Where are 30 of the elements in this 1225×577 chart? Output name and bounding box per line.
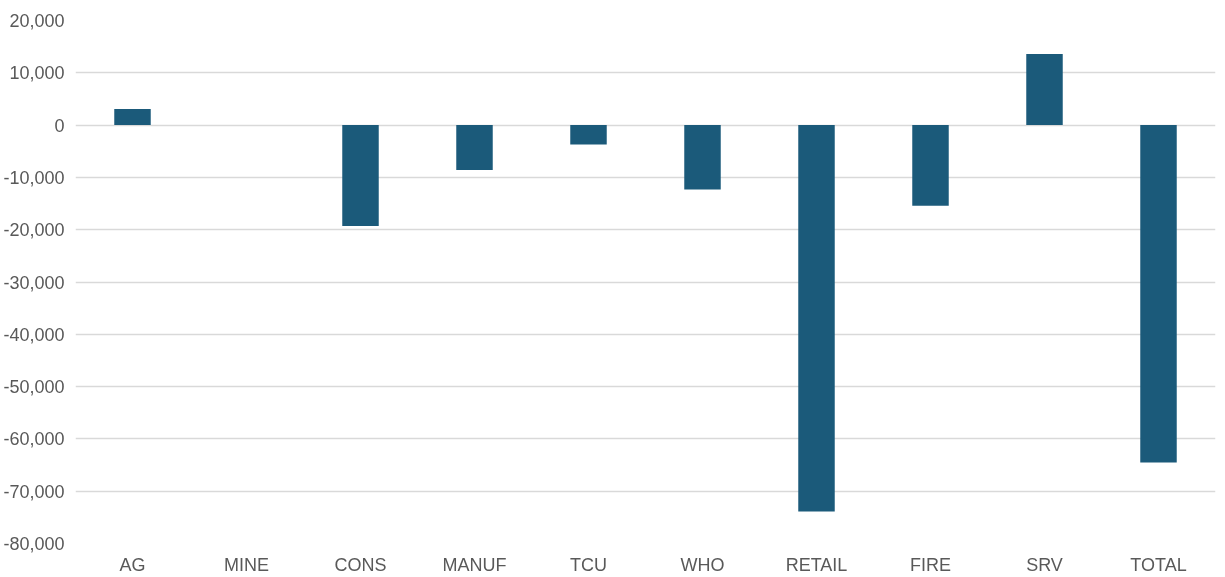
x-tick-label: SRV [1026, 554, 1063, 575]
y-tick-label: 10,000 [9, 63, 65, 84]
y-tick-label: -20,000 [3, 220, 65, 241]
y-tick-label: 20,000 [9, 11, 65, 31]
y-tick-label: -30,000 [3, 272, 65, 293]
x-tick-label: RETAIL [785, 554, 848, 575]
x-tick-label: FIRE [910, 554, 952, 575]
y-tick-label: -50,000 [3, 377, 65, 398]
bar [798, 125, 835, 512]
y-tick-label: -70,000 [3, 481, 65, 502]
y-tick-label: -10,000 [3, 167, 65, 188]
bar [570, 125, 607, 145]
bar [114, 108, 151, 126]
x-tick-label: CONS [334, 554, 387, 575]
bar [456, 125, 493, 171]
bar [1140, 125, 1177, 463]
y-tick-label: -60,000 [3, 429, 65, 450]
x-tick-label: MANUF [442, 554, 507, 575]
bar [912, 125, 949, 206]
x-tick-label: AG [119, 554, 146, 575]
bar [342, 125, 379, 227]
x-tick-label: TCU [570, 554, 607, 575]
x-tick-label: MINE [224, 554, 269, 575]
bar [1026, 53, 1063, 126]
x-tick-label: TOTAL [1130, 554, 1187, 575]
y-tick-label: -80,000 [3, 534, 65, 554]
x-tick-label: WHO [680, 554, 725, 575]
y-tick-label: 0 [54, 115, 65, 136]
bar [684, 125, 721, 190]
y-tick-label: -40,000 [3, 324, 65, 345]
